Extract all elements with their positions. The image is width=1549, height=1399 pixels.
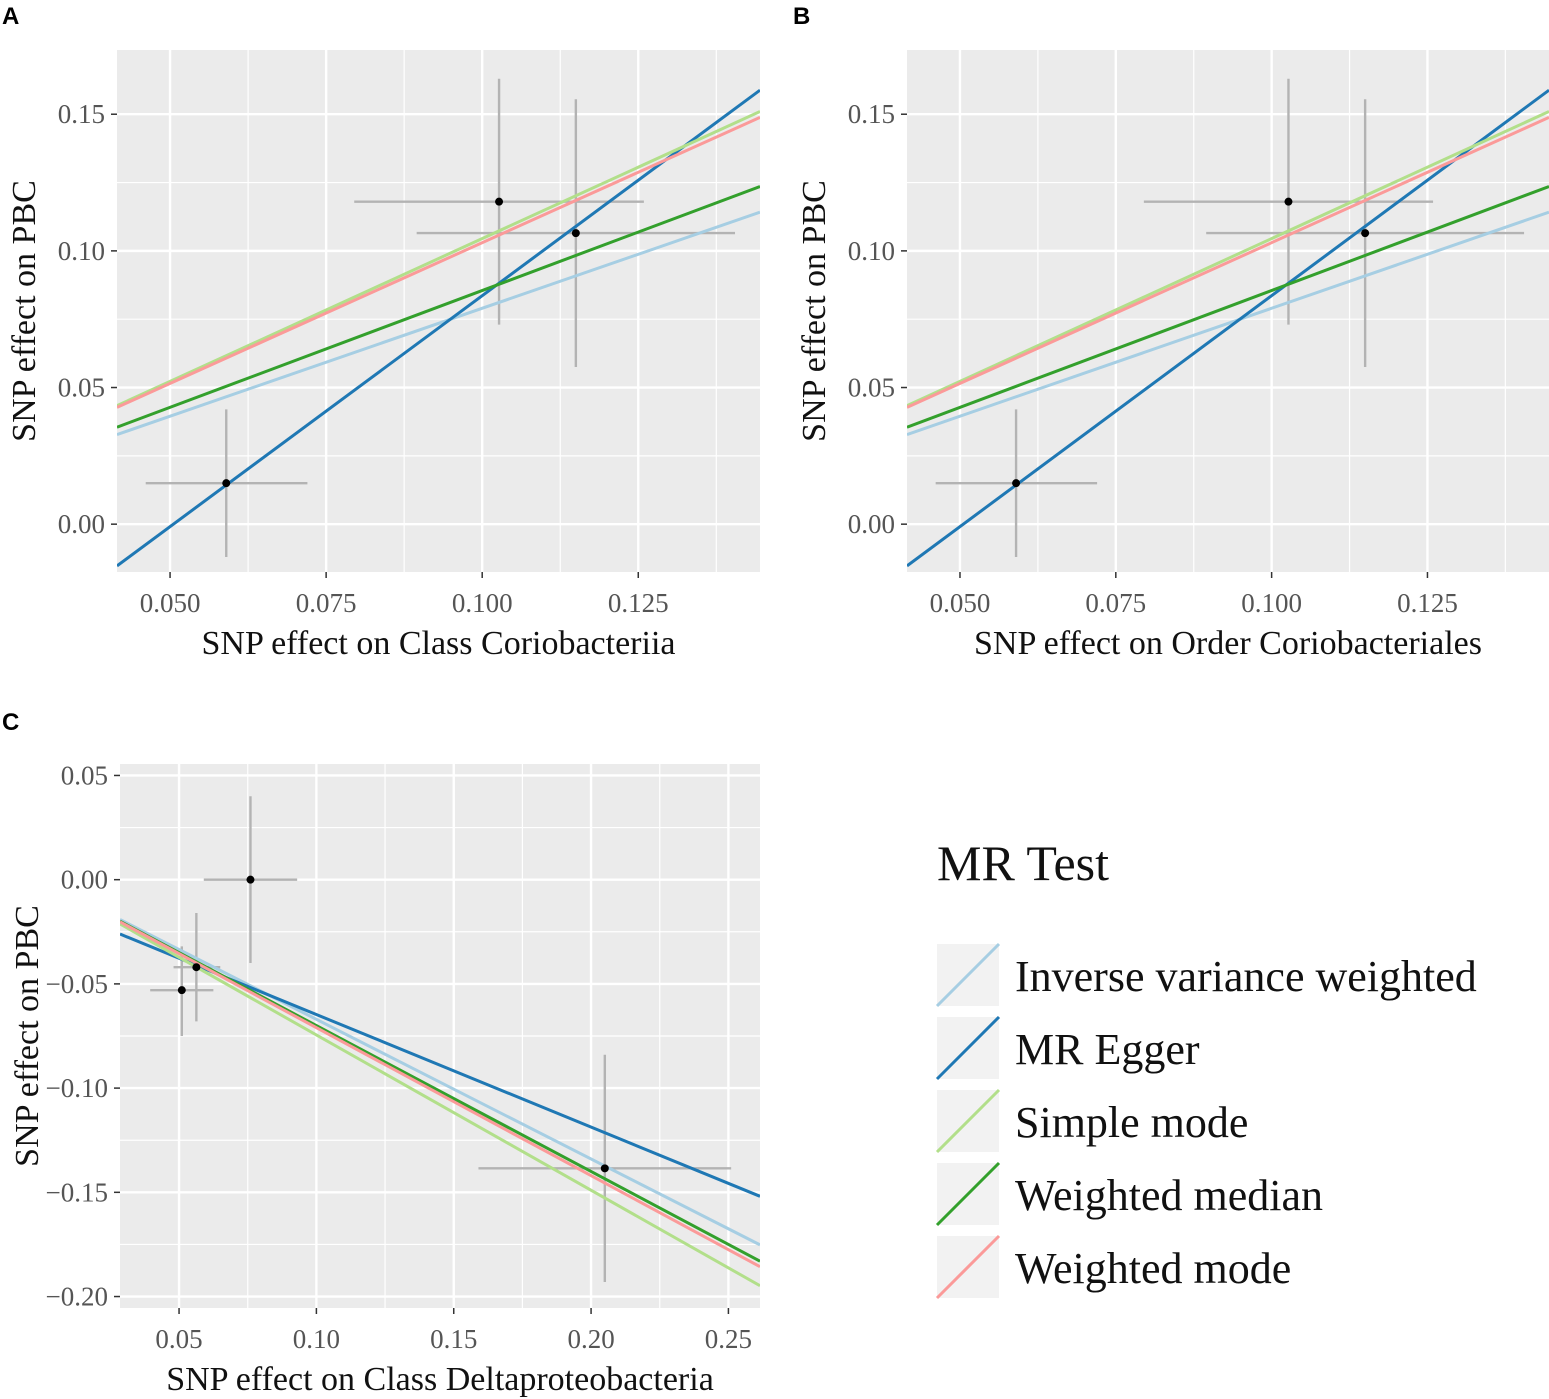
data-point bbox=[177, 986, 186, 995]
legend-items: Inverse variance weighted MR Egger Simple … bbox=[935, 942, 1477, 1300]
x-tick-label: 0.20 bbox=[567, 1324, 614, 1354]
regression-lines bbox=[117, 88, 760, 568]
data-point bbox=[246, 875, 255, 884]
legend-item: Inverse variance weighted bbox=[935, 942, 1477, 1008]
legend-label: Simple mode bbox=[1015, 1098, 1248, 1147]
line-weighted-mode bbox=[120, 920, 760, 1268]
regression-lines bbox=[907, 88, 1549, 568]
y-tick-label: 0.10 bbox=[58, 236, 105, 266]
data-point bbox=[495, 197, 504, 206]
legend-item: Weighted median bbox=[935, 1161, 1323, 1227]
x-axis-title: SNP effect on Class Deltaproteobacteria bbox=[166, 1361, 714, 1398]
line-inverse-variance-weighted bbox=[907, 210, 1549, 436]
legend-item: Simple mode bbox=[935, 1088, 1248, 1154]
line-simple-mode bbox=[120, 922, 760, 1288]
x-tick-label: 0.125 bbox=[1397, 588, 1458, 618]
x-tick-label: 0.075 bbox=[296, 588, 357, 618]
line-inverse-variance-weighted bbox=[117, 210, 760, 436]
x-tick-label: 0.050 bbox=[930, 588, 991, 618]
y-tick-label: 0.15 bbox=[848, 99, 895, 129]
y-tick-label: 0.10 bbox=[848, 236, 895, 266]
x-axis-title: SNP effect on Order Coriobacteriales bbox=[974, 625, 1482, 662]
line-weighted-mode bbox=[117, 116, 760, 409]
y-tick-label: 0.00 bbox=[848, 509, 895, 539]
line-mr-egger bbox=[907, 88, 1549, 568]
x-tick-label: 0.05 bbox=[155, 1324, 202, 1354]
y-tick-label: 0.05 bbox=[848, 373, 895, 403]
y-tick-label: 0.05 bbox=[58, 373, 105, 403]
data-point bbox=[600, 1164, 609, 1173]
legend-label: MR Egger bbox=[1015, 1025, 1200, 1074]
y-tick-label: 0.15 bbox=[58, 99, 105, 129]
y-tick-label: −0.05 bbox=[46, 969, 108, 999]
data-point bbox=[1361, 229, 1370, 238]
y-tick-label: −0.15 bbox=[46, 1177, 108, 1207]
panel-c: C 0.05 0.10 0.15 0.20 0.25 −0.20 −0.15 −0.10 −0.0… bbox=[2, 709, 760, 1398]
legend-key-line bbox=[935, 1234, 1001, 1300]
y-tick-label: 0.00 bbox=[61, 865, 108, 895]
panels: A 0.050 0.075 0.100 0.125 0.00 0.05 0.10 0.15 SNP… bbox=[2, 3, 1549, 1398]
x-tick-label: 0.10 bbox=[293, 1324, 340, 1354]
line-simple-mode bbox=[907, 110, 1549, 408]
legend-key-line bbox=[935, 942, 1001, 1008]
legend-label: Weighted mode bbox=[1015, 1244, 1291, 1293]
data-point bbox=[222, 479, 231, 488]
line-mr-egger bbox=[117, 88, 760, 568]
legend-item: Weighted mode bbox=[935, 1234, 1291, 1300]
x-tick-label: 0.100 bbox=[452, 588, 513, 618]
x-tick-label: 0.25 bbox=[705, 1324, 752, 1354]
y-tick-label: 0.00 bbox=[58, 509, 105, 539]
line-weighted-median bbox=[907, 185, 1549, 429]
data-point bbox=[1284, 197, 1293, 206]
x-tick-label: 0.100 bbox=[1241, 588, 1302, 618]
legend-key-line bbox=[935, 1015, 1001, 1081]
line-weighted-median bbox=[117, 185, 760, 429]
y-tick-label: −0.10 bbox=[46, 1073, 108, 1103]
legend-key-line bbox=[935, 1161, 1001, 1227]
line-simple-mode bbox=[117, 110, 760, 408]
regression-lines bbox=[120, 918, 760, 1288]
data-point bbox=[1012, 479, 1021, 488]
line-inverse-variance-weighted bbox=[120, 918, 760, 1247]
x-tick-label: 0.15 bbox=[430, 1324, 477, 1354]
x-axis-title: SNP effect on Class Coriobacteriia bbox=[201, 625, 675, 662]
legend-item: MR Egger bbox=[935, 1015, 1200, 1081]
data-point bbox=[192, 963, 201, 972]
legend-key-line bbox=[935, 1088, 1001, 1154]
y-axis-title: SNP effect on PBC bbox=[9, 905, 46, 1167]
legend-title: MR Test bbox=[937, 835, 1109, 891]
panel-label: A bbox=[2, 3, 19, 30]
y-tick-label: 0.05 bbox=[61, 760, 108, 790]
panel-b: B 0.050 0.075 0.100 0.125 0.00 0.05 0.10 0.15 SNP… bbox=[793, 3, 1549, 662]
y-axis-title: SNP effect on PBC bbox=[796, 180, 833, 442]
data-point bbox=[571, 229, 580, 238]
legend: MR Test Inverse variance weighted MR Egge… bbox=[935, 835, 1477, 1300]
panel-label: B bbox=[793, 3, 810, 30]
y-axis-title: SNP effect on PBC bbox=[6, 180, 43, 442]
panel-a: A 0.050 0.075 0.100 0.125 0.00 0.05 0.10 0.15 SNP… bbox=[2, 3, 760, 662]
x-tick-label: 0.125 bbox=[608, 588, 669, 618]
y-tick-label: −0.20 bbox=[46, 1282, 108, 1312]
line-weighted-mode bbox=[907, 116, 1549, 409]
legend-label: Weighted median bbox=[1015, 1171, 1323, 1220]
x-tick-label: 0.075 bbox=[1085, 588, 1146, 618]
legend-label: Inverse variance weighted bbox=[1015, 952, 1477, 1001]
x-tick-label: 0.050 bbox=[140, 588, 201, 618]
panel-label: C bbox=[2, 709, 19, 736]
